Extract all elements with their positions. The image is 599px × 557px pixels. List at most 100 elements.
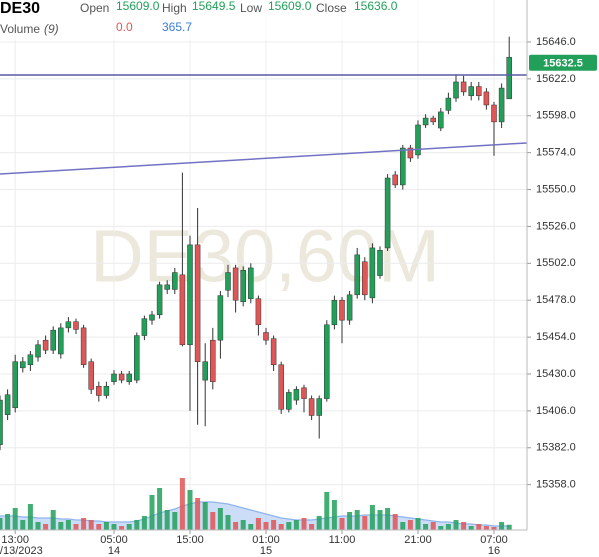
volume-bar	[157, 488, 163, 530]
y-tick-label: 15550.0	[536, 183, 576, 195]
volume-bar	[499, 522, 505, 530]
x-tick-label: 11:00	[329, 534, 356, 546]
volume-period: (9)	[44, 22, 59, 36]
volume-bar	[20, 520, 26, 530]
y-tick-label: 15622.0	[536, 73, 576, 85]
volume-bar	[111, 524, 117, 530]
high-value: 15649.5	[192, 0, 236, 13]
candle-body	[339, 299, 345, 321]
candle-body	[240, 269, 246, 302]
volume-bar	[309, 524, 315, 530]
volume-bar	[430, 522, 436, 530]
volume-bar	[301, 518, 307, 530]
x-date-label: 02/13/2023	[0, 545, 43, 557]
candle-body	[324, 324, 330, 399]
candle-body	[141, 318, 148, 336]
candle-body	[0, 399, 3, 445]
low-value: 15609.0	[268, 0, 312, 13]
candle-body	[422, 117, 429, 126]
x-tick-label: 21:00	[404, 534, 432, 546]
symbol: DE30	[0, 0, 40, 17]
volume-bar	[385, 508, 391, 530]
volume-bar	[73, 524, 79, 530]
volume-bar	[88, 520, 94, 530]
volume-bar	[0, 518, 3, 530]
high-label: High	[162, 1, 187, 15]
candle-body	[407, 147, 414, 159]
volume-bar	[407, 520, 413, 530]
y-tick-label: 15574.0	[536, 147, 576, 159]
volume-bar	[278, 524, 284, 530]
candle-body	[468, 86, 474, 97]
candle-body	[506, 57, 512, 100]
candle-body	[164, 284, 170, 290]
candle-body	[438, 111, 444, 129]
x-date-label: 14	[108, 545, 120, 557]
candle-body	[4, 394, 11, 415]
volume-bar	[187, 490, 193, 530]
volume-bar	[415, 518, 421, 530]
candle-body	[362, 261, 368, 296]
candle-body	[187, 244, 193, 346]
volume-bar	[119, 526, 125, 530]
volume-bar	[58, 522, 64, 530]
price-marker	[529, 54, 597, 71]
volume-bar	[172, 512, 178, 530]
candle-body	[35, 344, 41, 358]
volume-bar	[316, 516, 322, 530]
candle-body	[316, 398, 322, 416]
volume-bar	[43, 524, 49, 530]
volume-bar	[50, 510, 56, 530]
candle-body	[377, 249, 383, 276]
candle-body	[149, 314, 155, 321]
volume-bar	[202, 502, 208, 530]
candle-body	[126, 373, 132, 382]
volume-bar	[369, 505, 375, 530]
candle-body	[179, 274, 186, 346]
y-tick-label: 15382.0	[536, 442, 576, 454]
candle-body	[301, 387, 307, 399]
volume-bar	[27, 504, 33, 530]
volume-bar	[423, 524, 429, 530]
candle-body	[415, 124, 421, 156]
header-bg	[0, 0, 420, 40]
volume-bar	[195, 498, 201, 530]
candle-body	[12, 361, 18, 409]
candle-body	[369, 247, 376, 299]
volume-bar	[233, 522, 239, 530]
volume-bar	[347, 512, 353, 530]
x-tick-label: 13:00	[1, 534, 29, 546]
open-label: Open	[80, 1, 109, 15]
candle-body	[293, 389, 300, 401]
trend-line	[0, 142, 527, 175]
candle-body	[27, 354, 34, 366]
volume-bar	[339, 518, 345, 530]
volume-bar	[217, 508, 223, 530]
volume-bar	[103, 522, 109, 530]
volume-bar	[445, 524, 451, 530]
volume-bar	[461, 522, 467, 530]
volume-bar	[126, 524, 132, 530]
x-tick-label: 07:00	[480, 534, 508, 546]
candle-body	[172, 272, 178, 290]
volume-bar	[324, 492, 330, 530]
candle-body	[217, 295, 224, 341]
candle-body	[491, 104, 497, 123]
volume-bar	[81, 518, 87, 530]
candle-body	[453, 81, 459, 99]
volume-bar	[179, 478, 185, 530]
volume-bar	[240, 520, 246, 530]
y-tick-label: 15526.0	[536, 220, 576, 232]
volume-bar	[453, 520, 459, 530]
candle-body	[498, 87, 505, 123]
close-label: Close	[316, 1, 347, 15]
volume-bar	[248, 524, 254, 530]
volume-bar	[96, 524, 102, 530]
price-marker-label: 15632.5	[543, 58, 583, 70]
candle-body	[384, 177, 391, 249]
y-tick-label: 15598.0	[536, 110, 576, 122]
volume-bar	[35, 522, 41, 530]
plot	[0, 0, 527, 530]
low-label: Low	[240, 1, 262, 15]
